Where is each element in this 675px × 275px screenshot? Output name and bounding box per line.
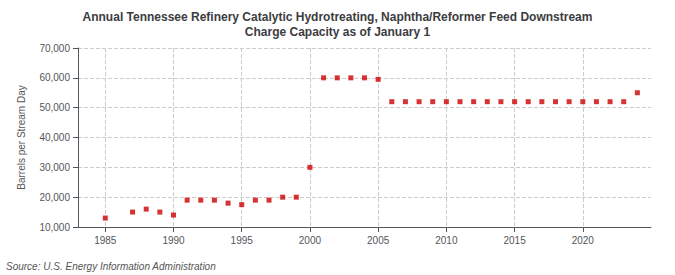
svg-text:2005: 2005 [367,235,390,246]
svg-text:2020: 2020 [572,235,595,246]
svg-text:50,000: 50,000 [39,102,70,113]
svg-text:60,000: 60,000 [39,72,70,83]
svg-text:2010: 2010 [435,235,458,246]
svg-text:10,000: 10,000 [39,222,70,233]
svg-text:2015: 2015 [503,235,526,246]
svg-text:Barrels per Stream Day: Barrels per Stream Day [16,85,27,189]
svg-text:20,000: 20,000 [39,192,70,203]
svg-text:1995: 1995 [231,235,254,246]
svg-text:Annual Tennessee Refinery Cata: Annual Tennessee Refinery Catalytic Hydr… [83,10,593,24]
svg-text:Source: U.S. Energy Informatio: Source: U.S. Energy Information Administ… [6,261,216,272]
svg-text:1990: 1990 [162,235,185,246]
svg-text:2000: 2000 [299,235,322,246]
svg-text:30,000: 30,000 [39,162,70,173]
svg-text:1985: 1985 [94,235,117,246]
svg-text:40,000: 40,000 [39,132,70,143]
svg-text:70,000: 70,000 [39,43,70,54]
svg-text:Charge Capacity as of January: Charge Capacity as of January 1 [245,25,431,39]
